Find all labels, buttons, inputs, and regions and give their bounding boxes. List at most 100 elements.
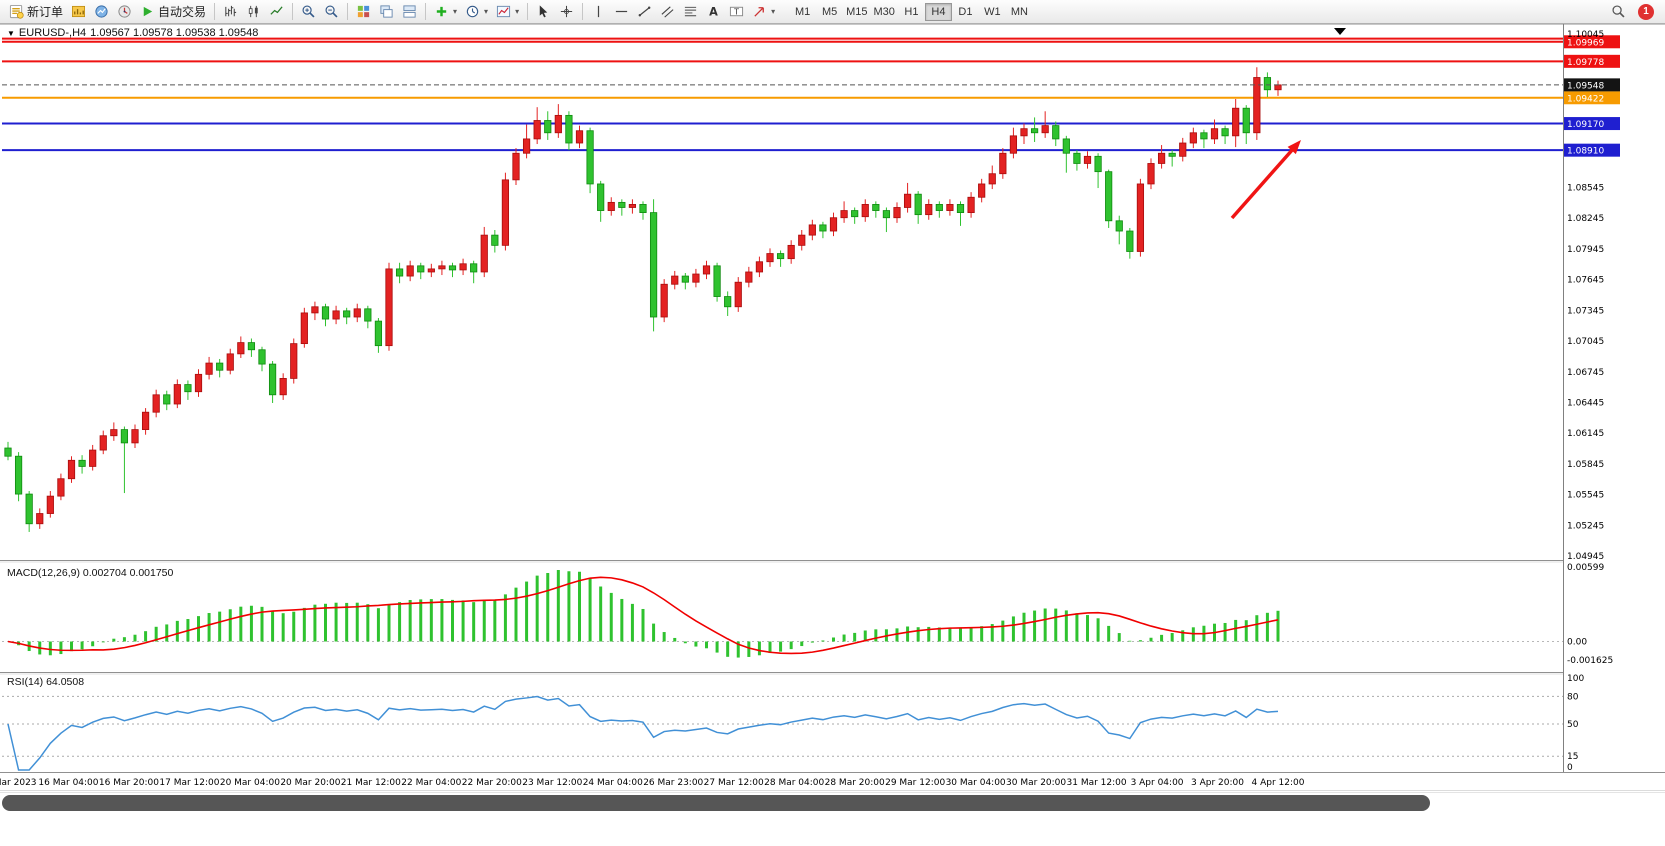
- svg-text:17 Mar 12:00: 17 Mar 12:00: [159, 778, 219, 788]
- zoom-out-button[interactable]: [320, 2, 343, 22]
- chevron-down-icon: ▾: [484, 7, 489, 16]
- svg-text:1.09969: 1.09969: [1567, 38, 1604, 48]
- arrange-windows-icon: [403, 5, 416, 18]
- svg-text:1.05545: 1.05545: [1567, 491, 1604, 501]
- svg-text:28 Mar 20:00: 28 Mar 20:00: [825, 778, 885, 788]
- candlestick-chart-icon: [248, 5, 258, 18]
- arrows-icon: [754, 7, 764, 17]
- svg-text:16 Mar 04:00: 16 Mar 04:00: [38, 778, 98, 788]
- chart-canvas[interactable]: 1.09969 1.09778 1.09422 1.09170 1.08910 1.100…: [0, 24, 1665, 792]
- timeframe-mn-button[interactable]: MN: [1006, 3, 1033, 21]
- svg-text:100: 100: [1567, 674, 1584, 684]
- candlestick-chart-button[interactable]: [242, 2, 265, 22]
- notification-badge[interactable]: 1: [1638, 3, 1654, 20]
- timeframe-m1-button[interactable]: M1: [789, 3, 816, 21]
- bar-chart-button[interactable]: [219, 2, 242, 22]
- cascade-windows-icon: [380, 5, 393, 18]
- svg-text:1.09170: 1.09170: [1567, 120, 1604, 130]
- chart-scroll-area: [0, 792, 1665, 846]
- svg-text:0.00: 0.00: [1567, 638, 1587, 648]
- text-icon: A: [709, 6, 718, 19]
- svg-text:1.09548: 1.09548: [1567, 81, 1604, 91]
- svg-text:30 Mar 20:00: 30 Mar 20:00: [1006, 778, 1066, 788]
- vertical-line-button[interactable]: [587, 2, 610, 22]
- timeframe-m15-button[interactable]: M15: [843, 3, 870, 21]
- horizontal-scrollbar-thumb[interactable]: [2, 795, 1430, 811]
- templates-icon: [497, 5, 511, 18]
- timeframe-d1-button[interactable]: D1: [952, 3, 979, 21]
- horizontal-scrollbar[interactable]: [0, 793, 1563, 814]
- svg-text:15: 15: [1567, 752, 1578, 762]
- svg-text:1.07945: 1.07945: [1567, 245, 1604, 255]
- autotrading-play-icon: [143, 6, 153, 17]
- svg-text:20 Mar 04:00: 20 Mar 04:00: [220, 778, 280, 788]
- svg-text:15 Mar 2023: 15 Mar 2023: [0, 778, 37, 788]
- open-charts-button[interactable]: [67, 2, 90, 22]
- autotrading-button[interactable]: 自动交易: [136, 2, 210, 22]
- svg-text:1.08910: 1.08910: [1567, 147, 1604, 157]
- svg-text:1.10045: 1.10045: [1567, 30, 1604, 40]
- svg-text:21 Mar 12:00: 21 Mar 12:00: [341, 778, 401, 788]
- chart-title: EURUSD-,H4: [18, 27, 87, 39]
- tile-windows-button[interactable]: [352, 2, 375, 22]
- svg-text:1.07045: 1.07045: [1567, 337, 1604, 347]
- open-charts-icon: [72, 5, 85, 18]
- new-order-button[interactable]: 新订单: [5, 2, 67, 22]
- chart-ohlc: 1.09567 1.09578 1.09538 1.09548: [90, 27, 259, 39]
- templates-button[interactable]: ▾: [492, 2, 523, 22]
- trendline-button[interactable]: [633, 2, 656, 22]
- channel-button[interactable]: [656, 2, 679, 22]
- svg-text:1.08245: 1.08245: [1567, 214, 1604, 224]
- market-watch-button[interactable]: [113, 2, 136, 22]
- market-watch-icon: [118, 5, 131, 18]
- toolbar-separator: [582, 3, 584, 20]
- text-label-icon: T: [730, 6, 744, 16]
- svg-text:24 Mar 04:00: 24 Mar 04:00: [583, 778, 643, 788]
- svg-text:22 Mar 20:00: 22 Mar 20:00: [462, 778, 522, 788]
- svg-text:T: T: [733, 7, 739, 16]
- fibonacci-icon: [684, 6, 697, 17]
- line-chart-button[interactable]: [265, 2, 288, 22]
- arrange-windows-button[interactable]: [398, 2, 421, 22]
- horizontal-line-button[interactable]: [610, 2, 633, 22]
- cascade-windows-button[interactable]: [375, 2, 398, 22]
- timeframe-m30-button[interactable]: M30: [871, 3, 898, 21]
- chevron-down-icon: ▾: [771, 7, 776, 16]
- chart-window: 1.09969 1.09778 1.09422 1.09170 1.08910 1.100…: [0, 24, 1665, 792]
- svg-text:20 Mar 20:00: 20 Mar 20:00: [280, 778, 340, 788]
- fibonacci-button[interactable]: [679, 2, 702, 22]
- crosshair-icon: [560, 5, 573, 18]
- svg-text:16 Mar 20:00: 16 Mar 20:00: [99, 778, 159, 788]
- svg-text:4 Apr 12:00: 4 Apr 12:00: [1252, 778, 1305, 788]
- zoom-in-icon: [302, 5, 315, 18]
- cursor-button[interactable]: [532, 2, 555, 22]
- arrows-button[interactable]: ▾: [748, 2, 779, 22]
- search-icon: [1612, 5, 1625, 18]
- svg-text:30 Mar 04:00: 30 Mar 04:00: [946, 778, 1006, 788]
- symbol-dropdown-icon[interactable]: ▼: [7, 28, 15, 38]
- profiles-button[interactable]: [90, 2, 113, 22]
- timeframe-w1-button[interactable]: W1: [979, 3, 1006, 21]
- timeframe-m5-button[interactable]: M5: [816, 3, 843, 21]
- timeframe-h1-button[interactable]: H1: [898, 3, 925, 21]
- svg-text:1.07645: 1.07645: [1567, 276, 1604, 286]
- svg-text:22 Mar 04:00: 22 Mar 04:00: [401, 778, 461, 788]
- crosshair-button[interactable]: [555, 2, 578, 22]
- svg-text:50: 50: [1567, 720, 1579, 730]
- timeframe-h4-button[interactable]: H4: [924, 2, 952, 21]
- indicators-button[interactable]: ▾: [430, 2, 461, 22]
- macd-label: MACD(12,26,9) 0.002704 0.001750: [7, 567, 174, 579]
- svg-text:1.04945: 1.04945: [1567, 552, 1604, 562]
- search-button[interactable]: [1607, 2, 1630, 22]
- zoom-in-button[interactable]: [297, 2, 320, 22]
- zoom-out-icon: [325, 5, 338, 18]
- text-button[interactable]: A: [702, 2, 725, 22]
- bar-chart-icon: [225, 5, 237, 17]
- toolbar-separator: [425, 3, 427, 20]
- cursor-icon: [539, 5, 548, 18]
- periods-button[interactable]: ▾: [461, 2, 492, 22]
- svg-text:1.08545: 1.08545: [1567, 184, 1604, 194]
- toolbar-separator: [347, 3, 349, 20]
- new-order-icon: [9, 4, 24, 19]
- text-label-button[interactable]: T: [725, 2, 748, 22]
